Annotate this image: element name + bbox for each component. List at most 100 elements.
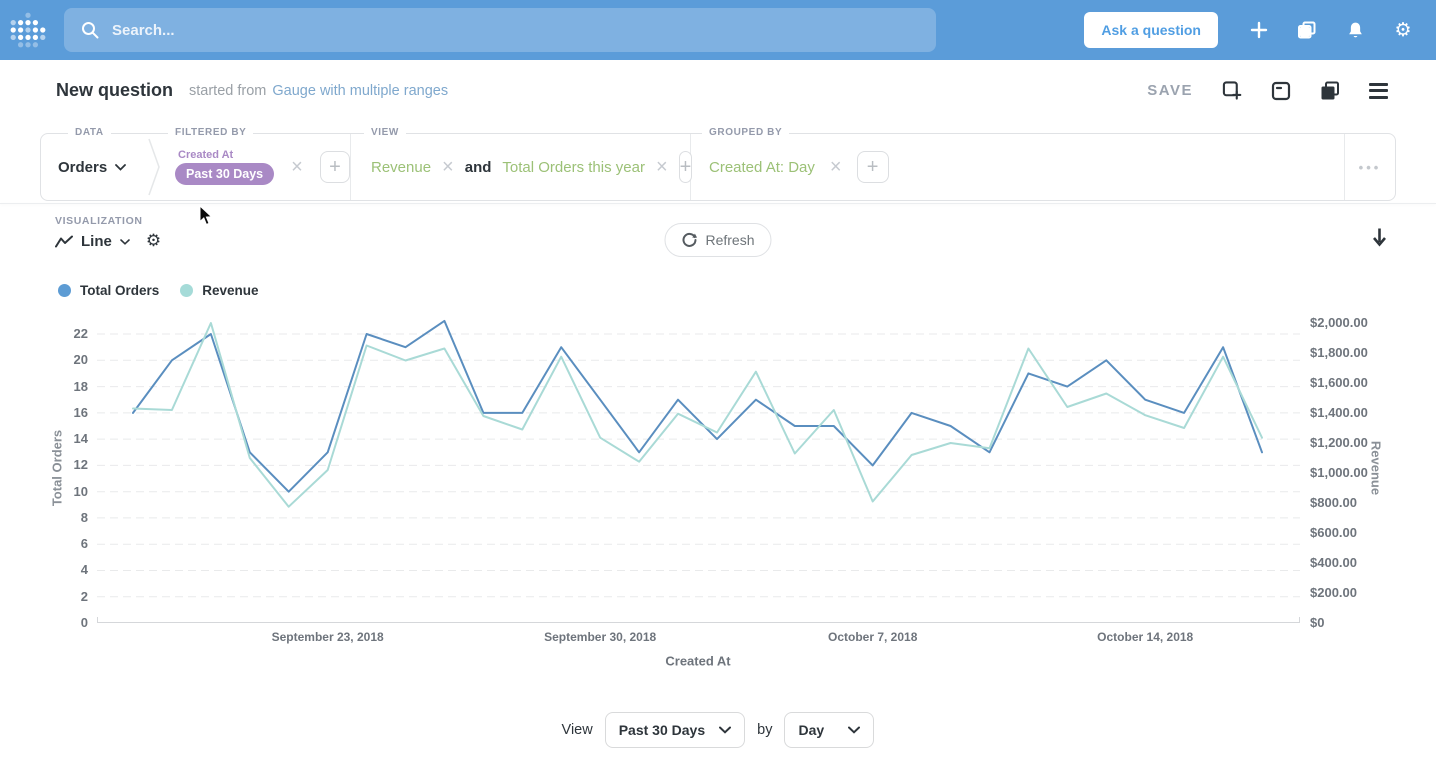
settings-gear-icon[interactable]: ⚙ [1394,18,1412,41]
remove-filter-button[interactable]: × [291,156,303,178]
chevron-down-icon [120,238,130,245]
menu-icon[interactable] [1369,82,1388,99]
filter-section: FILTERED BY Created At Past 30 Days × + [162,127,350,200]
x-tick-label: October 14, 2018 [1097,630,1194,644]
collections-icon[interactable] [1296,19,1318,41]
left-tick-label: 2 [80,588,88,604]
left-tick-label: 0 [80,615,88,630]
legend-dot [58,284,71,297]
remove-metric-revenue-button[interactable]: × [442,156,454,178]
data-section: DATA Orders [41,127,148,200]
left-tick-label: 16 [73,404,88,420]
metabase-logo[interactable] [8,10,48,50]
right-tick-label: $1,400.00 [1310,404,1368,420]
search-input[interactable] [64,8,936,52]
x-tick-label: September 23, 2018 [271,630,384,644]
metabase-logo-icon [10,12,46,48]
remove-breakout-button[interactable]: × [829,156,842,178]
right-tick-label: $1,600.00 [1310,374,1368,390]
refresh-button[interactable]: Refresh [664,223,772,257]
mouse-cursor [199,205,213,226]
chevron-down-icon [115,163,127,171]
right-tick-label: $0 [1310,615,1325,630]
save-button[interactable]: SAVE [1147,82,1193,99]
move-to-collection-icon[interactable] [1320,81,1340,101]
left-tick-label: 6 [80,536,88,552]
legend-label: Total Orders [80,283,160,298]
add-metric-button[interactable]: + [678,151,693,183]
legend-item-revenue[interactable]: Revenue [180,283,259,298]
query-builder-bar: DATA Orders FILTERED BY Created At Past … [40,127,1396,201]
refresh-label: Refresh [705,232,755,248]
add-filter-button[interactable]: + [319,151,350,183]
new-plus-icon[interactable] [1248,19,1270,41]
add-to-dashboard-icon[interactable] [1222,81,1242,101]
metric-total-orders[interactable]: Total Orders this year [502,158,645,176]
question-header: New question started from Gauge with mul… [56,80,1388,101]
group-section-label: GROUPED BY [702,127,790,138]
download-results-icon[interactable] [1372,227,1387,252]
left-tick-label: 8 [80,509,88,525]
legend-dot [180,284,194,297]
search-icon [82,22,99,39]
date-range-select[interactable]: Past 30 Days [604,712,746,748]
and-conjunction: and [464,158,492,176]
granularity-value: Day [798,722,825,738]
right-tick-label: $200.00 [1310,584,1357,600]
top-nav-bar: Ask a question ⚙ [0,0,1436,60]
table-name: Orders [58,158,108,176]
view-label: View [561,722,593,738]
more-options-button[interactable]: ••• [1358,159,1382,175]
metric-revenue[interactable]: Revenue [371,158,432,176]
left-tick-label: 22 [73,326,88,342]
date-range-value: Past 30 Days [618,722,706,738]
right-tick-label: $2,000.00 [1310,314,1368,330]
x-axis-line [97,617,1300,623]
nav-icons: ⚙ [1248,19,1414,41]
visualization-picker: VISUALIZATION Line ⚙ [55,215,161,250]
right-tick-label: $800.00 [1310,494,1357,510]
legend-item-total-orders[interactable]: Total Orders [58,283,159,298]
source-question-link[interactable]: Gauge with multiple ranges [272,82,449,99]
left-tick-label: 18 [73,378,88,394]
series-revenue[interactable] [132,322,1263,508]
page-title: New question [56,80,174,100]
search-bar[interactable] [64,8,936,52]
breakout-created-at-day[interactable]: Created At: Day [709,158,815,176]
right-tick-label: $1,800.00 [1310,344,1368,360]
series-total-orders[interactable] [132,319,1263,493]
question-actions: SAVE [1147,81,1388,101]
time-range-footer: View Past 30 Days by Day [0,712,1436,748]
right-tick-label: $600.00 [1310,524,1357,540]
chart-type-select[interactable]: Line [81,233,112,250]
ask-a-question-button[interactable]: Ask a question [1084,12,1218,48]
chart-settings-gear-icon[interactable]: ⚙ [145,231,162,251]
left-tick-label: 4 [80,562,88,578]
chevron-down-icon [848,726,861,734]
left-tick-label: 10 [73,483,88,499]
by-label: by [757,722,773,738]
view-section-label: VIEW [364,127,406,138]
remove-metric-total-orders-button[interactable]: × [655,156,668,178]
filter-value-pill[interactable]: Past 30 Days [175,163,275,185]
editor-icon[interactable] [1271,81,1291,101]
section-divider [1344,134,1345,200]
granularity-select[interactable]: Day [784,712,875,748]
table-picker[interactable]: Orders [58,158,127,176]
chevron-down-icon [719,726,732,734]
visualization-section-label: VISUALIZATION [55,215,143,227]
data-section-label: DATA [68,127,111,138]
breadcrumb-chevron-divider [148,138,160,196]
notifications-bell-icon[interactable] [1344,19,1366,41]
x-tick-label: October 7, 2018 [827,630,918,644]
group-by-section: GROUPED BY Created At: Day × + [691,127,1344,200]
filter-section-label: FILTERED BY [168,127,254,138]
add-breakout-button[interactable]: + [856,151,889,183]
left-tick-label: 12 [73,457,88,473]
filter-widget: Created At Past 30 Days [175,149,275,185]
refresh-icon [682,232,698,247]
chart-plot-area[interactable] [97,315,1300,623]
right-tick-label: $1,200.00 [1310,434,1368,450]
x-tick-label: September 30, 2018 [544,630,657,644]
section-divider [350,134,351,200]
